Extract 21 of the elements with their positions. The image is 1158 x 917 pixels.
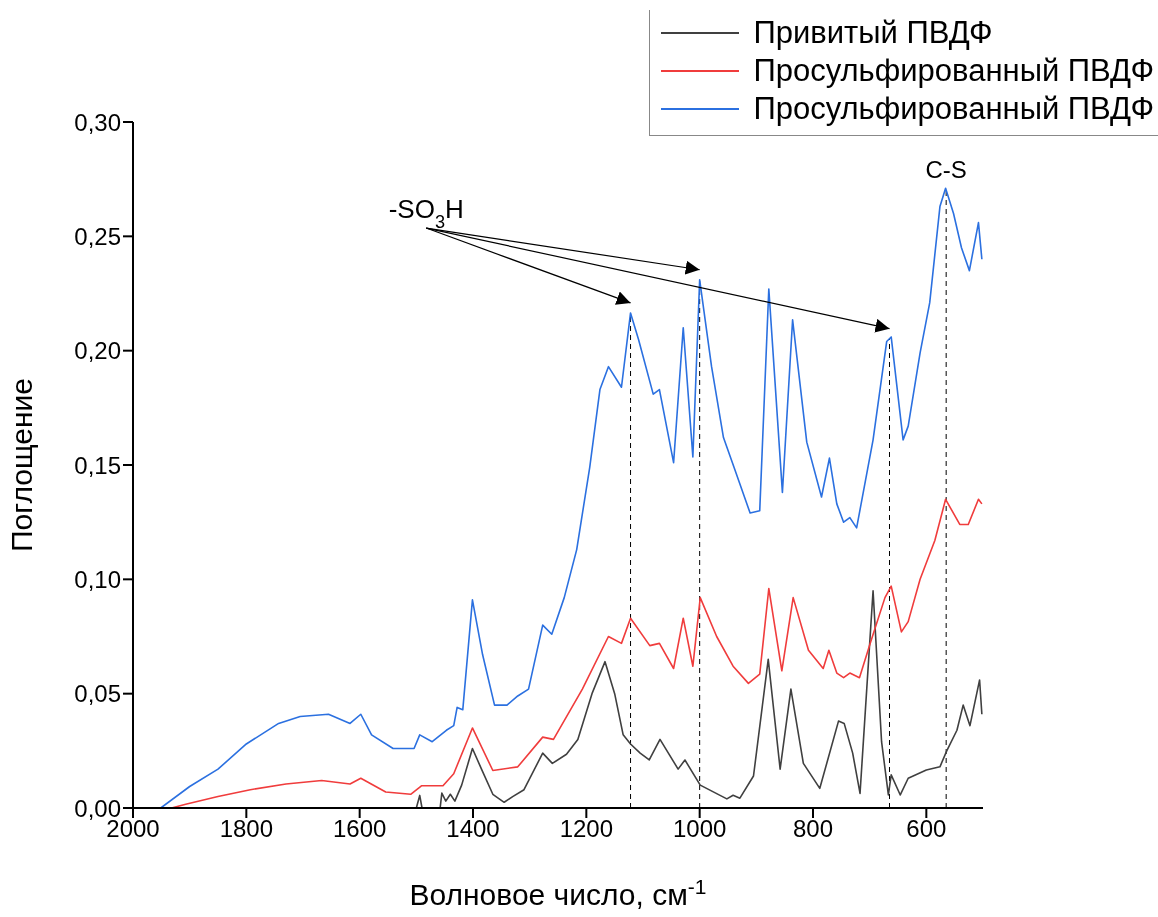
y-tick-label: 0,10 bbox=[74, 565, 121, 593]
annotation: -SO$_{3}$H bbox=[388, 194, 464, 233]
y-axis-title: Поглощение bbox=[5, 377, 38, 553]
y-tick-label: 0,25 bbox=[74, 222, 121, 250]
legend-label: Привитый ПВДФ bbox=[753, 15, 993, 51]
x-tick-label: 1400 bbox=[446, 815, 500, 843]
x-axis-title: Волновое число, см$^{-1}$ bbox=[409, 874, 707, 911]
y-tick-label: 0,30 bbox=[74, 108, 121, 136]
x-tick-label: 1000 bbox=[672, 815, 727, 843]
y-tick-label: 0,20 bbox=[74, 337, 121, 365]
line-series bbox=[159, 187, 983, 808]
x-tick-label: 1200 bbox=[559, 815, 614, 843]
legend-label: Просульфированный ПВДФ bbox=[753, 53, 1154, 89]
y-tick-label: 0,15 bbox=[74, 451, 121, 479]
x-tick-label: 1800 bbox=[219, 815, 274, 843]
x-tick-label: 800 bbox=[792, 815, 834, 843]
legend-label: Просульфированный ПВДФ bbox=[753, 91, 1154, 127]
ref-line-label: C-S bbox=[925, 156, 967, 184]
y-tick-label: 0,05 bbox=[74, 680, 121, 708]
x-tick-label: 600 bbox=[906, 815, 947, 843]
x-tick-label: 1600 bbox=[332, 815, 387, 843]
